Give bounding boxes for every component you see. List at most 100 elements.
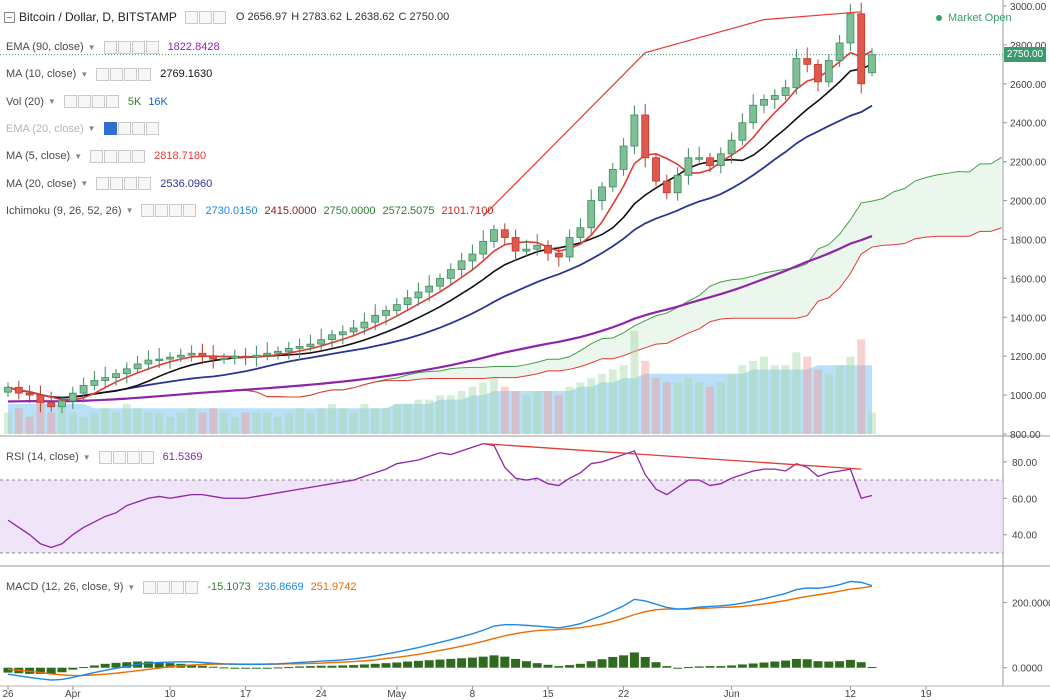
plus-icon[interactable] (91, 95, 105, 109)
plus-icon[interactable] (124, 67, 138, 81)
macd-histogram-bar (543, 664, 553, 668)
candle-body (338, 331, 347, 336)
candle-body (436, 277, 444, 287)
close-icon[interactable] (183, 204, 197, 218)
close-icon[interactable] (185, 580, 199, 594)
close-icon[interactable] (105, 95, 119, 109)
caret-down-icon[interactable]: ▼ (87, 42, 96, 52)
volume-bar (662, 382, 671, 434)
plus-icon[interactable] (126, 450, 140, 464)
eye-icon[interactable] (96, 177, 110, 190)
caret-down-icon[interactable]: ▼ (74, 151, 83, 161)
macd-histogram-bar (403, 661, 413, 668)
close-icon[interactable] (145, 40, 159, 54)
symbol-controls[interactable] (184, 10, 226, 24)
candle-body (673, 174, 682, 194)
macd-histogram-bar (381, 663, 391, 668)
caret-down-icon[interactable]: ▼ (80, 69, 89, 79)
plus-icon[interactable] (169, 204, 183, 218)
macd-histogram-bar (187, 664, 197, 668)
candle-body (79, 384, 88, 394)
plus-icon[interactable] (131, 122, 145, 136)
legend-row[interactable]: MA (20, close) ▼ 2536.0960 (6, 175, 219, 193)
gear-icon[interactable] (155, 204, 169, 218)
legend-row[interactable]: MA (5, close) ▼ 2818.7180 (6, 147, 213, 165)
gear-icon[interactable] (104, 149, 118, 163)
visibility-icon[interactable] (184, 10, 198, 24)
caret-down-icon[interactable]: ▼ (82, 452, 91, 462)
gear-icon[interactable] (157, 580, 171, 594)
candle-body (112, 373, 120, 378)
close-icon[interactable] (138, 67, 152, 81)
macd-histogram-bar (230, 667, 240, 669)
eye-icon[interactable] (96, 67, 110, 81)
legend-controls[interactable] (96, 177, 152, 190)
gear-icon[interactable] (117, 122, 131, 136)
candle-body (727, 139, 736, 155)
volume-bar (673, 382, 682, 434)
legend-row[interactable]: Vol (20) ▼ 5K 16K (6, 93, 175, 111)
legend-row[interactable]: EMA (20, close) ▼ (6, 120, 168, 138)
legend-controls[interactable] (63, 95, 120, 109)
caret-down-icon[interactable]: ▼ (80, 179, 89, 188)
volume-bar (112, 412, 120, 434)
caret-down-icon[interactable]: ▼ (127, 582, 136, 592)
legend-value: 16K (148, 95, 168, 108)
volume-bar (619, 365, 628, 434)
eye-icon[interactable] (63, 95, 77, 109)
gear-icon[interactable] (110, 67, 124, 81)
legend-row[interactable]: Ichimoku (9, 26, 52, 26) ▼ 2730.0150 2415.0… (6, 202, 500, 220)
collapse-icon[interactable] (4, 11, 15, 23)
legend-controls[interactable] (90, 149, 146, 163)
caret-down-icon[interactable]: ▼ (125, 206, 134, 216)
plus-icon[interactable] (124, 177, 138, 190)
macd-controls[interactable] (143, 580, 199, 594)
close-icon[interactable] (140, 450, 154, 464)
plus-icon[interactable] (171, 580, 185, 594)
more-icon[interactable] (212, 10, 226, 24)
legend-controls[interactable] (103, 122, 160, 136)
volume-bar (824, 373, 833, 434)
candle-body (565, 237, 574, 258)
candle-body (176, 354, 185, 358)
gear-icon[interactable] (117, 40, 131, 54)
ohlc-low: L 2638.62 (345, 11, 395, 23)
volume-bar (252, 412, 261, 434)
candle-body (781, 87, 790, 96)
close-icon[interactable] (145, 122, 159, 136)
candle-body (230, 355, 239, 359)
legend-row[interactable]: EMA (90, close) ▼ 1822.8428 (6, 38, 227, 56)
gear-icon[interactable] (110, 177, 124, 190)
eye-icon[interactable] (143, 580, 157, 594)
eye-icon[interactable] (103, 40, 117, 54)
legend-controls[interactable] (141, 204, 197, 218)
macd-legend[interactable]: MACD (12, 26, close, 9) ▼ -15.1073 236.8… (6, 578, 364, 596)
candle-body (209, 355, 218, 360)
macd-histogram-bar (349, 665, 359, 668)
legend-row[interactable]: MA (10, close) ▼ 2769.1630 (6, 65, 219, 83)
rsi-controls[interactable] (98, 450, 155, 464)
plus-icon[interactable] (118, 149, 132, 163)
candle-body (770, 95, 779, 100)
macd-histogram-bar (273, 667, 283, 669)
macd-legend-name: MACD (12, 26, close, 9) (6, 581, 124, 593)
eye-icon[interactable] (141, 204, 155, 218)
gear-icon[interactable] (77, 95, 91, 109)
settings-icon[interactable] (198, 10, 212, 24)
eye-icon[interactable] (103, 122, 117, 136)
caret-down-icon[interactable]: ▼ (87, 124, 96, 134)
legend-controls[interactable] (103, 40, 160, 54)
plus-icon[interactable] (131, 40, 145, 54)
close-icon[interactable] (132, 149, 146, 163)
eye-icon[interactable] (90, 149, 104, 163)
volume-bar (4, 412, 12, 434)
gear-icon[interactable] (112, 450, 126, 464)
rsi-legend[interactable]: RSI (14, close) ▼ 61.5369 (6, 448, 209, 466)
eye-icon[interactable] (98, 450, 112, 464)
legend-controls[interactable] (96, 67, 152, 81)
close-icon[interactable] (138, 177, 152, 190)
caret-down-icon[interactable]: ▼ (47, 97, 56, 107)
volume-bar (846, 356, 855, 434)
symbol-title: Bitcoin / Dollar, D, BITSTAMP (19, 10, 177, 24)
